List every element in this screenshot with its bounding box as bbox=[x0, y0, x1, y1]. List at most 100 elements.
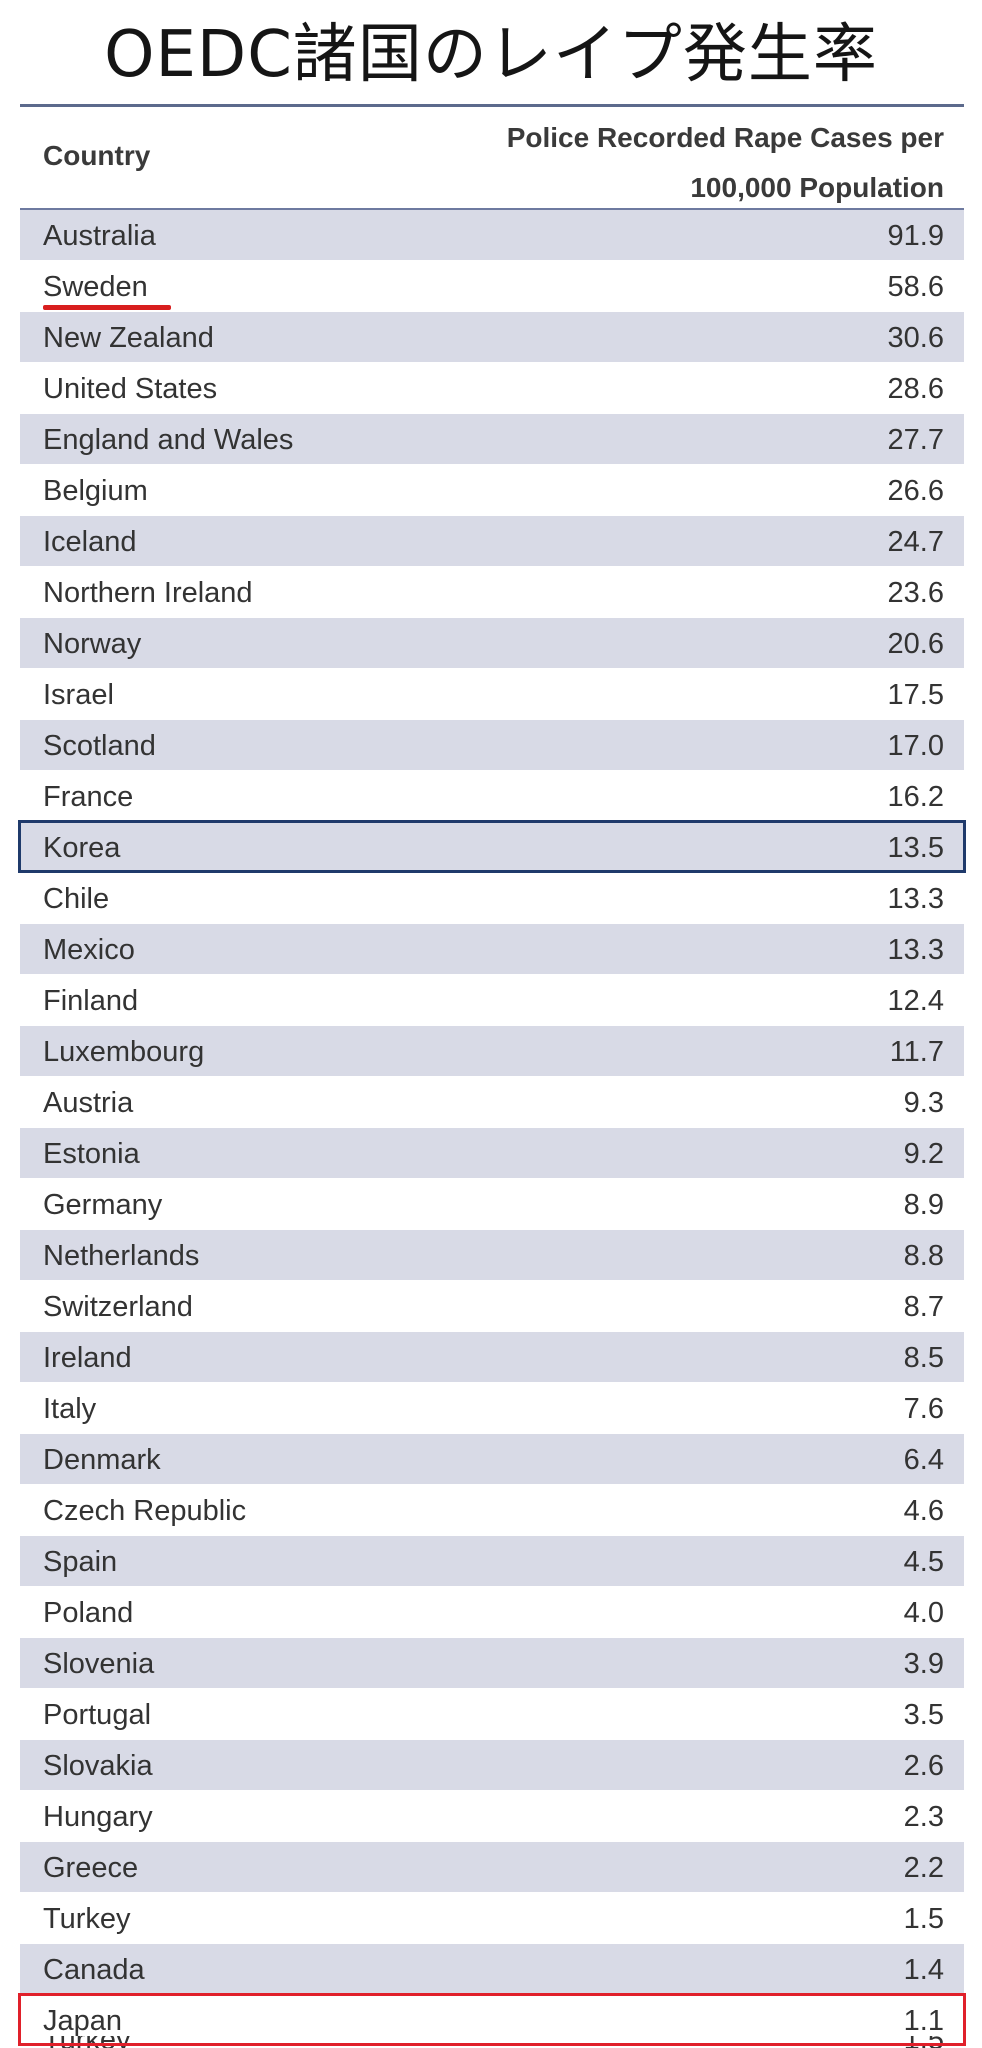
table-row: Austria 9.3 bbox=[20, 1077, 964, 1128]
country-cell: New Zealand bbox=[43, 322, 214, 354]
country-cell: Poland bbox=[43, 1597, 134, 1629]
column-header-value-line2: 100,000 Population bbox=[690, 172, 944, 203]
table-row: France 16.2 bbox=[20, 771, 964, 822]
value-cell: 3.5 bbox=[903, 1699, 944, 1731]
country-cell: Turkey bbox=[43, 1903, 131, 1935]
table-row: Scotland 17.0 bbox=[20, 720, 964, 771]
table-row: Iceland 24.7 bbox=[20, 516, 964, 567]
value-cell: 4.6 bbox=[903, 1495, 944, 1527]
page-title: OEDC諸国のレイプ発生率 bbox=[104, 18, 878, 92]
value-cell: 9.2 bbox=[903, 1138, 944, 1170]
country-cell: Canada bbox=[43, 1954, 145, 1986]
table-row: Israel 17.5 bbox=[20, 669, 964, 720]
country-cell: Estonia bbox=[43, 1138, 140, 1170]
value-cell: 3.9 bbox=[903, 1648, 944, 1680]
table-row: Finland 12.4 bbox=[20, 975, 964, 1026]
table-row: Sweden 58.6 bbox=[20, 261, 964, 312]
rate-table: Country Police Recorded Rape Cases per 1… bbox=[20, 104, 964, 2046]
value-cell: 1.5 bbox=[903, 1903, 944, 1935]
table-row-partial: Turkey 1.5 bbox=[20, 2036, 964, 2048]
table-row: United States 28.6 bbox=[20, 363, 964, 414]
value-cell: 24.7 bbox=[887, 526, 944, 558]
value-cell: 27.7 bbox=[887, 424, 944, 456]
table-header: Country Police Recorded Rape Cases per 1… bbox=[20, 107, 964, 210]
country-cell: Northern Ireland bbox=[43, 577, 253, 609]
country-cell: Italy bbox=[43, 1393, 97, 1425]
table-row: Poland 4.0 bbox=[20, 1587, 964, 1638]
column-header-value-line1: Police Recorded Rape Cases per bbox=[506, 122, 944, 153]
country-cell: Sweden bbox=[43, 271, 148, 303]
table-row: Australia 91.9 bbox=[20, 210, 964, 261]
country-cell: Portugal bbox=[43, 1699, 152, 1731]
country-cell: Israel bbox=[43, 679, 114, 711]
table-row: Estonia 9.2 bbox=[20, 1128, 964, 1179]
country-cell: Denmark bbox=[43, 1444, 161, 1476]
value-cell: 2.6 bbox=[903, 1750, 944, 1782]
country-cell: Belgium bbox=[43, 475, 148, 507]
value-cell: 30.6 bbox=[887, 322, 944, 354]
country-cell: Chile bbox=[43, 883, 110, 915]
value-cell: 4.0 bbox=[903, 1597, 944, 1629]
country-cell: Hungary bbox=[43, 1801, 153, 1833]
table-row: Italy 7.6 bbox=[20, 1383, 964, 1434]
value-cell: 58.6 bbox=[887, 271, 944, 303]
value-cell: 17.5 bbox=[887, 679, 944, 711]
value-cell: 7.6 bbox=[903, 1393, 944, 1425]
country-cell: Australia bbox=[43, 220, 156, 252]
column-header-value: Police Recorded Rape Cases per 100,000 P… bbox=[384, 113, 944, 213]
sweden-underline bbox=[43, 305, 171, 310]
table-row: Luxembourg 11.7 bbox=[20, 1026, 964, 1077]
value-cell: 4.5 bbox=[903, 1546, 944, 1578]
value-cell: 28.6 bbox=[887, 373, 944, 405]
value-cell: 8.8 bbox=[903, 1240, 944, 1272]
country-cell: Finland bbox=[43, 985, 139, 1017]
country-cell: Netherlands bbox=[43, 1240, 200, 1272]
value-cell: 8.5 bbox=[903, 1342, 944, 1374]
value-cell: 16.2 bbox=[887, 781, 944, 813]
country-cell: United States bbox=[43, 373, 218, 405]
table-row: Netherlands 8.8 bbox=[20, 1230, 964, 1281]
value-cell: 13.5 bbox=[887, 832, 944, 864]
value-cell: 23.6 bbox=[887, 577, 944, 609]
value-cell: 17.0 bbox=[887, 730, 944, 762]
country-cell: Japan bbox=[43, 2005, 123, 2037]
country-cell: Iceland bbox=[43, 526, 137, 558]
table-row: Germany 8.9 bbox=[20, 1179, 964, 1230]
country-cell: Slovenia bbox=[43, 1648, 155, 1680]
country-cell: Spain bbox=[43, 1546, 118, 1578]
country-cell: Greece bbox=[43, 1852, 139, 1884]
table-row: Portugal 3.5 bbox=[20, 1689, 964, 1740]
value-cell: 6.4 bbox=[903, 1444, 944, 1476]
value-cell: 13.3 bbox=[887, 883, 944, 915]
table-row: Chile 13.3 bbox=[20, 873, 964, 924]
table-row: Belgium 26.6 bbox=[20, 465, 964, 516]
country-cell: Germany bbox=[43, 1189, 163, 1221]
country-cell: Switzerland bbox=[43, 1291, 193, 1323]
country-cell: Slovakia bbox=[43, 1750, 153, 1782]
table-row: Denmark 6.4 bbox=[20, 1434, 964, 1485]
table-row: New Zealand 30.6 bbox=[20, 312, 964, 363]
country-cell: Turkey bbox=[43, 2036, 131, 2048]
country-cell: France bbox=[43, 781, 134, 813]
table-row: Czech Republic 4.6 bbox=[20, 1485, 964, 1536]
country-cell: Norway bbox=[43, 628, 142, 660]
value-cell: 1.5 bbox=[904, 2036, 944, 2048]
table-row: England and Wales 27.7 bbox=[20, 414, 964, 465]
table-row: Turkey 1.5 bbox=[20, 1893, 964, 1944]
column-header-country: Country bbox=[43, 140, 151, 171]
value-cell: 2.3 bbox=[903, 1801, 944, 1833]
country-cell: Ireland bbox=[43, 1342, 132, 1374]
country-cell: Czech Republic bbox=[43, 1495, 247, 1527]
country-cell: Scotland bbox=[43, 730, 156, 762]
table-row: Spain 4.5 bbox=[20, 1536, 964, 1587]
table-row: Slovakia 2.6 bbox=[20, 1740, 964, 1791]
value-cell: 1.4 bbox=[903, 1954, 944, 1986]
table-row: Ireland 8.5 bbox=[20, 1332, 964, 1383]
country-cell: England and Wales bbox=[43, 424, 294, 456]
table-row: Korea 13.5 bbox=[20, 822, 964, 873]
country-cell: Luxembourg bbox=[43, 1036, 205, 1068]
value-cell: 8.7 bbox=[903, 1291, 944, 1323]
value-cell: 20.6 bbox=[887, 628, 944, 660]
value-cell: 11.7 bbox=[889, 1036, 944, 1068]
value-cell: 91.9 bbox=[887, 220, 944, 252]
